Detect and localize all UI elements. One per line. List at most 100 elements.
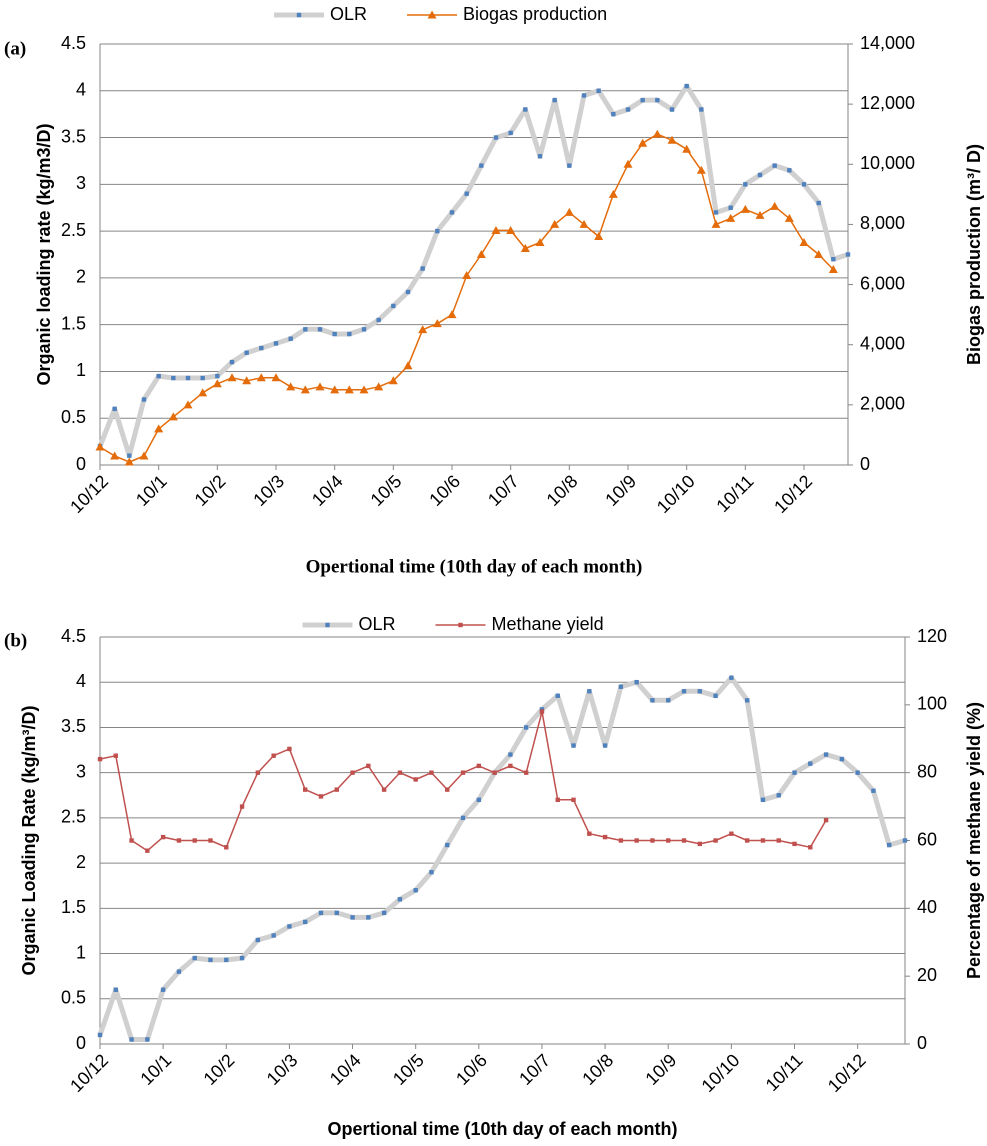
marker xyxy=(413,888,418,893)
marker xyxy=(160,834,166,840)
marker xyxy=(555,797,560,802)
marker xyxy=(845,252,851,257)
marker xyxy=(784,213,794,222)
marker xyxy=(816,200,821,206)
marker xyxy=(623,159,633,168)
marker xyxy=(655,97,660,103)
marker xyxy=(112,406,117,412)
marker xyxy=(823,817,829,823)
x-tick-label: 10/4 xyxy=(326,1050,365,1089)
marker xyxy=(388,376,398,385)
marker xyxy=(458,622,463,628)
y2-axis-title: Percentage of methane yield (%) xyxy=(964,702,984,979)
x-tick-label: 10/3 xyxy=(249,471,288,510)
y-tick-label: 4.5 xyxy=(61,626,86,646)
marker xyxy=(713,210,719,215)
marker xyxy=(666,838,671,843)
x-tick-label: 10/4 xyxy=(308,471,347,510)
x-tick-label: 10/8 xyxy=(543,471,582,510)
x-tick-label: 10/11 xyxy=(712,471,757,516)
marker xyxy=(520,243,530,252)
marker xyxy=(669,107,675,112)
marker xyxy=(176,969,182,974)
marker xyxy=(113,753,118,758)
marker xyxy=(350,770,355,775)
marker xyxy=(460,815,466,821)
marker xyxy=(711,219,721,228)
marker xyxy=(176,838,182,843)
marker xyxy=(729,675,734,680)
marker xyxy=(871,788,876,793)
marker xyxy=(728,205,733,210)
marker xyxy=(667,135,677,144)
marker xyxy=(141,397,147,402)
y2-tick-label: 14,000 xyxy=(860,33,915,53)
y-tick-label: 0.5 xyxy=(61,988,86,1008)
marker xyxy=(760,838,766,843)
marker xyxy=(743,182,748,187)
marker xyxy=(255,770,261,775)
marker xyxy=(192,955,197,961)
y-tick-label: 1 xyxy=(76,360,86,380)
marker xyxy=(684,83,689,89)
marker xyxy=(432,319,442,328)
marker xyxy=(334,787,339,792)
x-tick-label: 10/12 xyxy=(66,1050,112,1096)
marker xyxy=(350,915,355,920)
marker xyxy=(366,763,371,769)
marker xyxy=(596,88,601,93)
y2-tick-label: 40 xyxy=(917,897,937,917)
marker xyxy=(602,834,608,840)
marker xyxy=(902,838,908,843)
marker xyxy=(154,424,164,433)
y2-tick-label: 0 xyxy=(917,1033,927,1053)
marker xyxy=(550,219,560,228)
marker xyxy=(129,1037,134,1042)
marker xyxy=(334,910,339,916)
marker xyxy=(183,400,193,409)
marker xyxy=(391,303,396,309)
y-tick-label: 1.5 xyxy=(61,897,86,917)
x-tick-label: 10/5 xyxy=(389,1050,428,1089)
marker xyxy=(740,204,750,213)
y-tick-label: 0 xyxy=(76,454,86,474)
marker xyxy=(97,756,103,762)
y2-tick-label: 0 xyxy=(860,454,870,474)
legend-label: OLR xyxy=(359,614,396,634)
x-tick-label: 10/12 xyxy=(66,471,112,517)
marker xyxy=(332,331,337,337)
marker xyxy=(239,955,245,961)
marker xyxy=(625,107,631,112)
marker xyxy=(95,442,105,451)
y-tick-label: 0.5 xyxy=(61,407,86,427)
y2-tick-label: 60 xyxy=(917,829,937,849)
marker xyxy=(634,680,639,685)
marker xyxy=(792,841,797,847)
marker xyxy=(287,746,292,752)
marker xyxy=(681,838,687,843)
x-tick-label: 10/5 xyxy=(367,471,406,510)
marker xyxy=(493,135,499,140)
marker xyxy=(523,725,529,730)
marker xyxy=(506,225,516,234)
marker xyxy=(508,752,513,757)
marker xyxy=(273,341,279,346)
marker xyxy=(535,237,545,246)
marker xyxy=(681,689,687,694)
marker xyxy=(242,376,252,385)
marker xyxy=(325,622,330,628)
marker xyxy=(200,375,205,381)
x-tick-label: 10/12 xyxy=(770,471,816,517)
marker xyxy=(464,191,469,196)
y2-tick-label: 12,000 xyxy=(860,93,915,113)
y-tick-label: 3.5 xyxy=(61,126,86,146)
marker xyxy=(539,709,545,714)
marker xyxy=(171,375,176,381)
marker xyxy=(302,919,308,925)
marker xyxy=(760,797,766,802)
marker xyxy=(405,289,411,295)
marker xyxy=(224,957,229,963)
marker xyxy=(429,770,434,775)
marker xyxy=(699,107,704,112)
marker xyxy=(757,172,763,178)
